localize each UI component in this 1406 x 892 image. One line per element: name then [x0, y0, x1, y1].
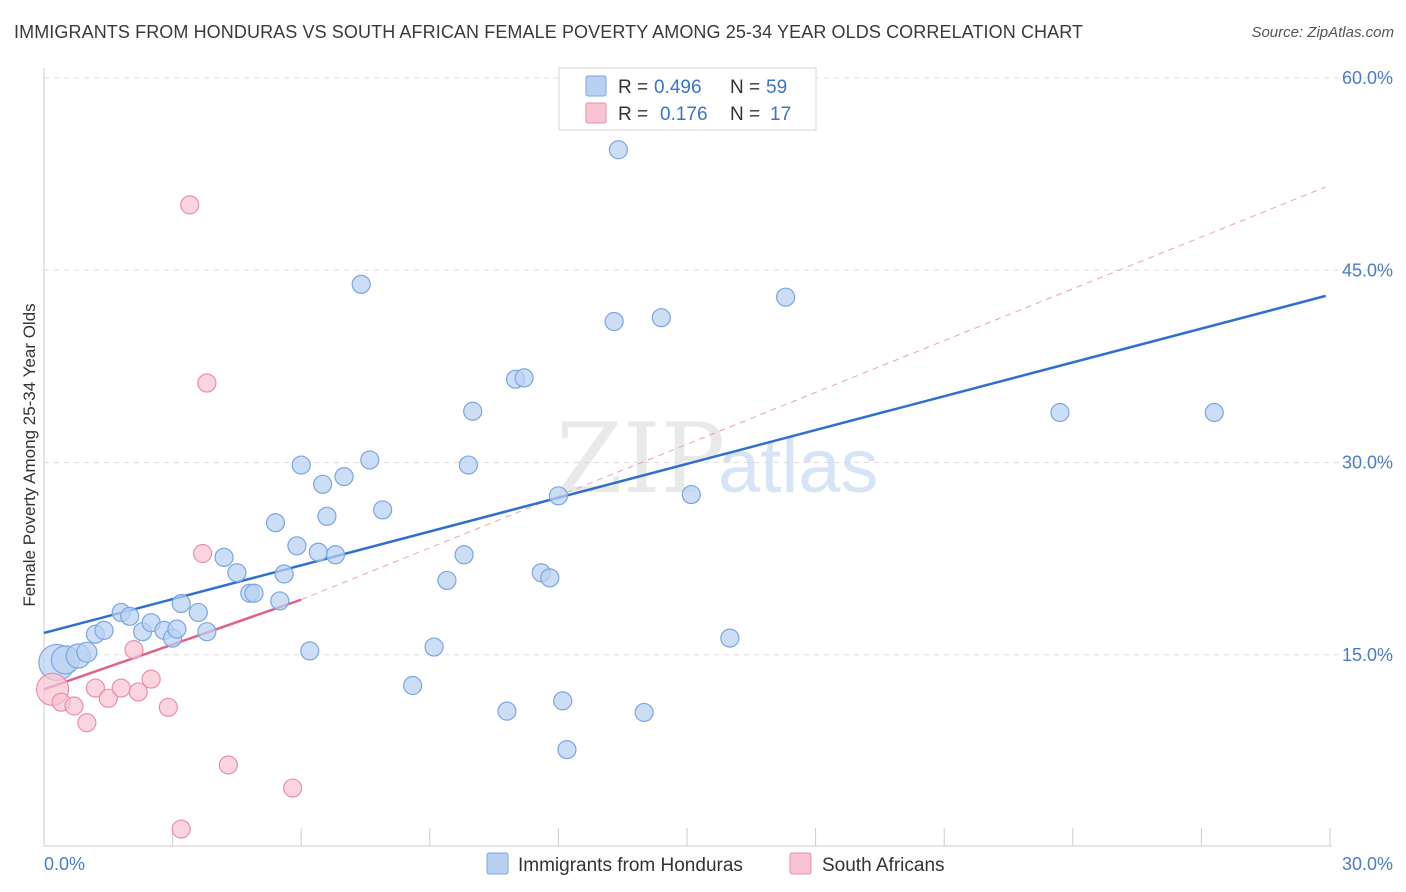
point-south-africans: [85, 678, 106, 698]
point-honduras: [270, 591, 290, 611]
legend-swatch-pink: [585, 102, 607, 124]
y-tick-label: 30.0%: [1342, 453, 1393, 473]
point-south-africans: [180, 195, 200, 215]
axes: [43, 68, 1332, 847]
point-honduras: [373, 500, 393, 520]
x-tick-labels: 0.0% 30.0%: [44, 854, 1393, 874]
chart-title: IMMIGRANTS FROM HONDURAS VS SOUTH AFRICA…: [14, 22, 1084, 42]
point-south-africans: [197, 373, 217, 393]
point-honduras: [604, 311, 624, 332]
point-honduras: [424, 637, 444, 657]
point-honduras: [94, 620, 114, 640]
y-tick-label: 45.0%: [1342, 260, 1393, 280]
point-honduras: [171, 593, 191, 614]
point-honduras: [634, 702, 654, 723]
point-honduras: [403, 675, 423, 696]
data-points: [35, 140, 1224, 839]
point-south-africans: [98, 688, 118, 708]
point-honduras: [120, 606, 140, 626]
point-honduras: [463, 401, 483, 421]
point-south-africans: [141, 669, 161, 689]
legend-r-value-2: 0.176: [660, 104, 708, 125]
point-honduras: [497, 701, 517, 721]
y-axis-label: Female Poverty Among 25-34 Year Olds: [20, 303, 39, 606]
trend-line-south-africans-extension: [301, 186, 1326, 601]
y-tick-label: 15.0%: [1342, 645, 1393, 665]
point-honduras: [540, 568, 560, 588]
series-swatch-south-africans: [789, 852, 812, 875]
correlation-legend: R = 0.496 N = 59 R = 0.176 N = 17: [558, 67, 817, 131]
point-honduras: [325, 545, 346, 565]
point-honduras: [458, 455, 478, 475]
point-honduras: [360, 450, 380, 470]
watermark-atlas: atlas: [718, 424, 879, 509]
point-honduras: [308, 542, 328, 562]
point-honduras: [317, 506, 337, 526]
point-honduras: [1050, 402, 1070, 423]
point-honduras: [167, 619, 187, 639]
point-south-africans: [158, 697, 178, 717]
legend-r-label-1: R =: [618, 77, 648, 98]
series-legend: Immigrants from Honduras South Africans: [486, 852, 945, 876]
point-honduras: [437, 570, 457, 591]
point-honduras: [454, 545, 474, 565]
source-label: Source: ZipAtlas.com: [1251, 24, 1394, 41]
legend-n-label-2: N =: [730, 104, 760, 125]
point-honduras: [608, 140, 629, 160]
y-tick-label: 60.0%: [1342, 68, 1393, 88]
point-honduras: [214, 547, 234, 567]
point-south-africans: [283, 778, 303, 798]
point-honduras: [553, 691, 573, 711]
legend-n-label-1: N =: [730, 77, 760, 98]
x-tick-label: 0.0%: [44, 854, 85, 874]
x-tick-label: 30.0%: [1342, 854, 1393, 874]
point-honduras: [351, 274, 371, 294]
point-honduras: [334, 466, 354, 487]
legend-r-value-1: 0.496: [654, 77, 702, 98]
legend-n-value-1: 59: [766, 77, 787, 98]
point-south-africans: [128, 682, 148, 702]
point-honduras: [313, 474, 333, 494]
point-honduras: [265, 513, 286, 533]
point-honduras: [287, 536, 307, 556]
point-south-africans: [218, 755, 238, 775]
legend-n-value-2: 17: [770, 104, 791, 125]
point-honduras: [651, 308, 671, 328]
watermark: ZIP atlas: [556, 403, 879, 515]
trend-line-honduras: [43, 294, 1327, 635]
point-honduras: [514, 368, 534, 388]
point-honduras: [1204, 402, 1224, 423]
point-south-africans: [77, 713, 97, 733]
point-honduras: [681, 484, 701, 505]
point-honduras: [548, 486, 569, 506]
y-tick-labels: 15.0% 30.0% 45.0% 60.0%: [1342, 68, 1393, 665]
point-south-africans: [193, 543, 213, 564]
point-honduras: [197, 622, 217, 642]
point-honduras: [775, 287, 796, 307]
series-label-honduras: Immigrants from Honduras: [518, 855, 743, 876]
legend-swatch-blue: [585, 75, 607, 97]
point-honduras: [274, 564, 294, 584]
point-honduras: [244, 583, 264, 603]
point-honduras: [76, 641, 98, 663]
series-swatch-honduras: [486, 852, 509, 875]
series-label-south-africans: South Africans: [822, 855, 945, 876]
point-honduras: [300, 641, 320, 661]
point-honduras: [188, 602, 208, 623]
point-honduras: [227, 563, 247, 583]
legend-r-label-2: R =: [618, 104, 648, 125]
point-honduras: [557, 739, 577, 760]
point-south-africans: [171, 819, 191, 839]
point-south-africans: [64, 696, 84, 716]
point-south-africans: [124, 640, 144, 660]
point-honduras: [720, 628, 740, 648]
point-honduras: [291, 455, 311, 475]
gridlines: [44, 77, 1394, 656]
point-south-africans: [111, 678, 131, 698]
